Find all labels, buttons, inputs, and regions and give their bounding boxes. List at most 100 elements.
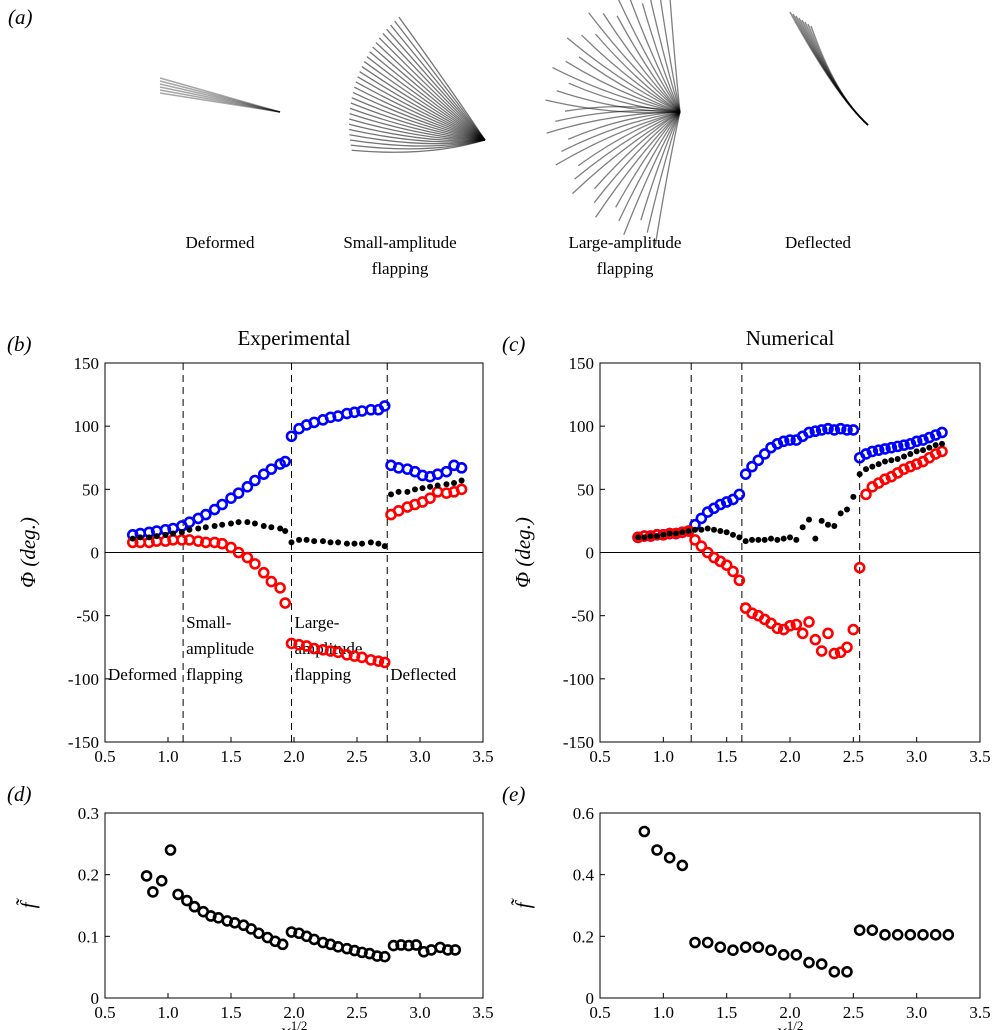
image-label: Small-amplitude xyxy=(343,233,456,252)
data-point xyxy=(923,431,936,444)
data-point xyxy=(720,559,733,571)
plot-frame xyxy=(599,812,981,999)
x-axis-label-sup: 1/2 xyxy=(787,1018,804,1030)
data-point xyxy=(252,927,265,940)
panel-label: (b) xyxy=(7,332,32,356)
data-point xyxy=(739,468,752,480)
filament xyxy=(807,23,869,126)
data-point xyxy=(742,538,749,545)
data-point xyxy=(641,534,648,541)
data-point xyxy=(898,463,910,475)
filament xyxy=(640,111,681,221)
data-point xyxy=(440,465,453,478)
filament xyxy=(659,0,681,113)
filament xyxy=(398,16,486,141)
data-point xyxy=(129,535,136,542)
data-point xyxy=(733,488,746,501)
data-point xyxy=(181,894,193,907)
data-point xyxy=(274,582,286,594)
filament xyxy=(616,15,681,113)
data-point xyxy=(920,447,926,454)
data-point xyxy=(282,528,289,535)
data-point xyxy=(424,492,436,504)
data-point xyxy=(200,508,212,521)
data-point xyxy=(736,534,743,541)
data-point xyxy=(727,565,739,578)
filament xyxy=(568,111,681,140)
data-point xyxy=(388,491,395,498)
filament xyxy=(366,56,486,141)
chart-title: Experimental xyxy=(237,326,350,350)
data-point xyxy=(749,536,755,543)
data-point xyxy=(752,941,765,953)
x-tick-label: 1.0 xyxy=(653,1003,674,1022)
filament xyxy=(810,25,869,126)
data-point xyxy=(860,488,872,501)
x-tick-label: 2.0 xyxy=(779,1003,800,1022)
data-point xyxy=(219,521,226,528)
data-point xyxy=(375,540,382,547)
data-point xyxy=(638,825,651,838)
data-point xyxy=(913,448,920,455)
data-point xyxy=(714,498,727,511)
regime-label: amplitude xyxy=(186,639,254,658)
data-point xyxy=(774,536,781,543)
data-point xyxy=(777,949,790,961)
filament xyxy=(602,13,681,113)
data-point xyxy=(787,534,793,541)
data-point xyxy=(704,525,711,532)
data-point xyxy=(733,574,746,587)
filament xyxy=(159,89,281,113)
x-tick-label: 1.5 xyxy=(716,1003,737,1022)
y-tick-label: 150 xyxy=(569,354,595,373)
data-point xyxy=(761,536,768,543)
x-axis-label-sup: 1/2 xyxy=(291,1018,308,1030)
data-point xyxy=(809,633,822,646)
filament xyxy=(159,80,281,113)
data-point xyxy=(276,938,289,951)
filament xyxy=(615,111,681,208)
data-point xyxy=(359,540,366,547)
data-point xyxy=(232,546,245,559)
data-point xyxy=(419,485,426,492)
data-point xyxy=(176,534,188,546)
data-point xyxy=(901,453,907,460)
data-point xyxy=(784,434,796,446)
data-point xyxy=(850,493,857,500)
regime-label: Deflected xyxy=(390,665,457,684)
data-point xyxy=(249,558,261,570)
data-point xyxy=(879,928,891,941)
data-point xyxy=(828,424,841,436)
data-point xyxy=(888,457,895,464)
data-point xyxy=(879,443,891,455)
data-point xyxy=(327,539,334,546)
data-point xyxy=(879,473,891,486)
data-point xyxy=(685,528,692,535)
data-point xyxy=(841,965,853,978)
data-point xyxy=(202,524,209,531)
data-point xyxy=(904,438,917,450)
data-point xyxy=(137,534,144,541)
filament xyxy=(593,111,681,204)
filament xyxy=(801,19,869,126)
data-point xyxy=(784,619,796,632)
filament xyxy=(375,41,486,141)
data-point xyxy=(910,435,923,448)
y-tick-label: 0.6 xyxy=(573,804,594,823)
data-point xyxy=(458,477,465,484)
y-tick-label: 0.2 xyxy=(78,866,99,885)
data-point xyxy=(343,540,350,547)
data-point xyxy=(866,445,879,458)
data-point xyxy=(828,965,841,978)
filament xyxy=(804,21,869,126)
data-point xyxy=(268,524,275,531)
data-point xyxy=(837,510,844,517)
filament xyxy=(577,111,681,167)
data-point xyxy=(698,526,705,533)
data-point xyxy=(228,520,234,527)
data-point xyxy=(155,875,168,887)
data-point xyxy=(711,526,717,533)
data-point xyxy=(265,575,278,588)
filament xyxy=(159,77,281,113)
